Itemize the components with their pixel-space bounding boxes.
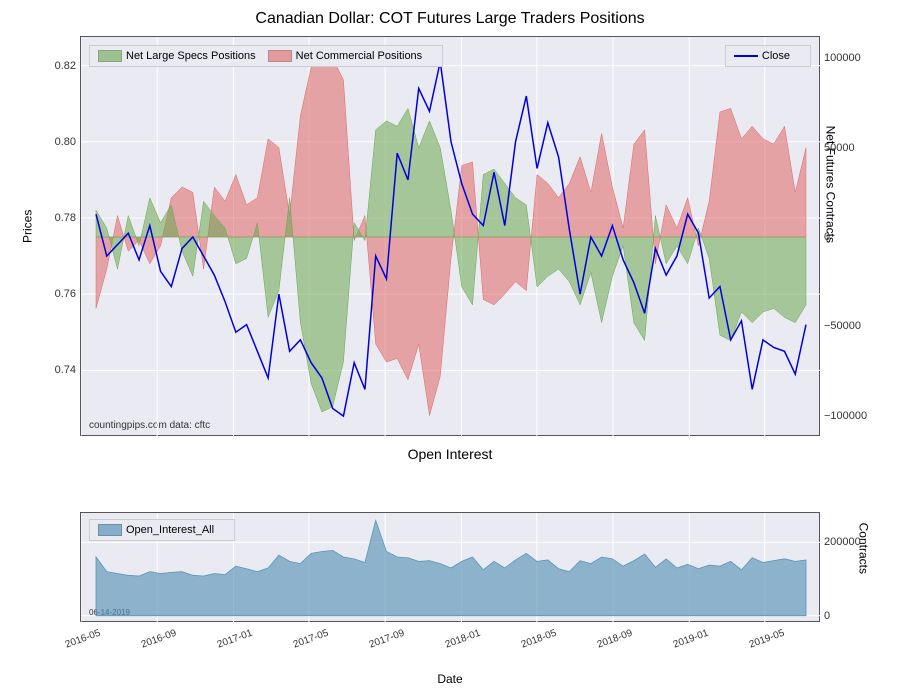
x-tick: 2017-09 [368, 628, 406, 651]
x-axis-label: Date [437, 672, 462, 686]
y-tick-right: 50000 [824, 142, 879, 154]
x-tick: 2016-05 [64, 628, 102, 651]
subchart-title: Open Interest [10, 446, 890, 462]
y-tick-left: 0.82 [31, 60, 76, 72]
x-tick: 2018-05 [520, 628, 558, 651]
legend-close: Close [725, 45, 811, 67]
y-tick-right: −100000 [824, 410, 879, 422]
y-tick-right: −50000 [824, 320, 879, 332]
x-tick: 2018-01 [444, 628, 482, 651]
sub-chart: Contracts 06-14-2019 Date 02000002016-05… [80, 512, 820, 622]
x-tick: 2019-01 [672, 628, 710, 651]
y-tick-left: 0.80 [31, 136, 76, 148]
chart-title: Canadian Dollar: COT Futures Large Trade… [10, 10, 890, 28]
x-tick: 2017-01 [216, 628, 254, 651]
x-tick: 2016-09 [140, 628, 178, 651]
x-tick: 2018-09 [596, 628, 634, 651]
legend-positions: Net Large Specs PositionsNet Commercial … [89, 45, 443, 67]
y-tick-sub: 0 [824, 610, 879, 622]
x-tick: 2019-05 [748, 628, 786, 651]
y-tick-sub: 200000 [824, 536, 879, 548]
y-tick-left: 0.78 [31, 212, 76, 224]
legend-open-interest: Open_Interest_All [89, 519, 235, 541]
x-tick: 2017-05 [292, 628, 330, 651]
y-tick-left: 0.74 [31, 364, 76, 376]
y-tick-right: 100000 [824, 52, 879, 64]
y-tick-left: 0.76 [31, 288, 76, 300]
y-tick-right: 0 [824, 231, 879, 243]
main-chart: Prices Net Futures Contracts countingpip… [80, 36, 820, 436]
